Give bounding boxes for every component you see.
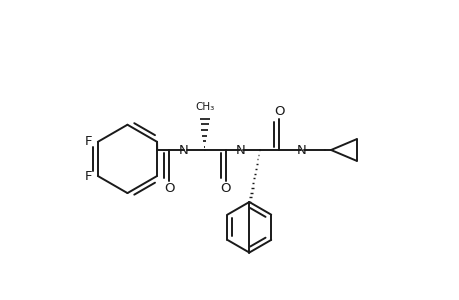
Text: N: N [235, 143, 245, 157]
Text: N: N [296, 143, 306, 157]
Text: F: F [85, 135, 93, 148]
Text: CH₃: CH₃ [195, 102, 214, 112]
Text: O: O [163, 182, 174, 195]
Text: O: O [273, 105, 284, 118]
Text: O: O [220, 182, 230, 195]
Text: F: F [85, 169, 93, 182]
Text: N: N [179, 143, 188, 157]
